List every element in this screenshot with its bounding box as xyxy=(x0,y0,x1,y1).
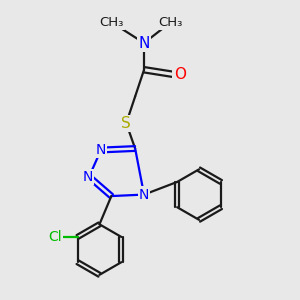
Text: CH₃: CH₃ xyxy=(159,16,183,29)
Text: Cl: Cl xyxy=(49,230,62,244)
Text: CH₃: CH₃ xyxy=(99,16,124,29)
Text: N: N xyxy=(138,35,150,50)
Text: N: N xyxy=(96,143,106,157)
Text: N: N xyxy=(82,170,93,184)
Text: O: O xyxy=(174,67,186,82)
Text: S: S xyxy=(121,116,131,131)
Text: N: N xyxy=(139,188,149,202)
